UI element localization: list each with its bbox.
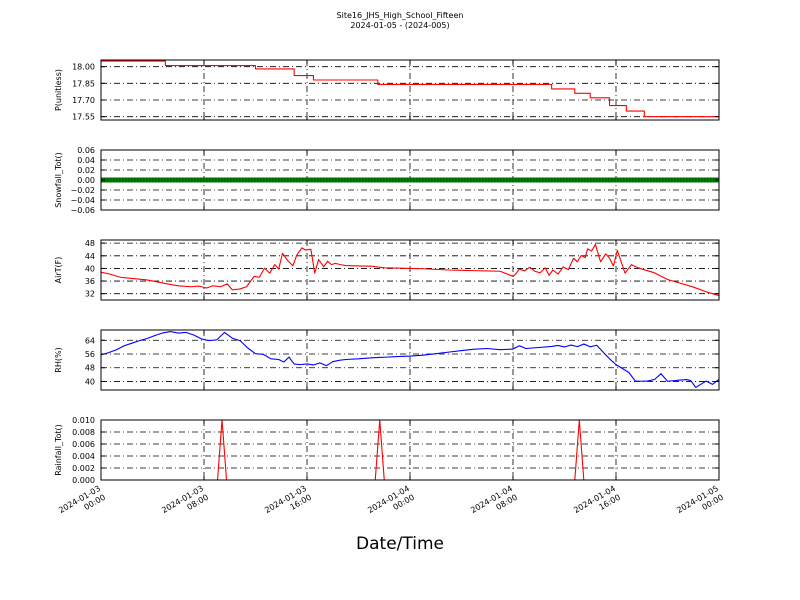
y-tick-label: 18.00	[72, 63, 95, 72]
series-line	[100, 243, 720, 297]
y-axis-label: Snowfall_Tot()	[54, 152, 63, 208]
y-tick-label: 48	[85, 239, 95, 248]
y-tick-label: 0.006	[72, 440, 95, 449]
x-tick-label: 2024-01-0408:00	[469, 484, 519, 524]
x-tick-label: 2024-01-0500:00	[675, 484, 725, 524]
series-line	[100, 330, 720, 388]
y-tick-label: 32	[85, 290, 95, 299]
panel-2: −0.06−0.04−0.020.000.020.040.06 Snowfall_…	[54, 146, 720, 215]
y-tick-label: 0.00	[77, 176, 95, 185]
y-tick-label: −0.02	[70, 186, 95, 195]
y-tick-label: 0.04	[77, 156, 95, 165]
panel-5: 0.000 0.002 0.004 0.006 0.008 0.010 Rainfall_T…	[54, 416, 720, 485]
x-tick-label: 2024-01-0308:00	[160, 484, 210, 524]
y-tick-label: 0.004	[72, 452, 95, 461]
x-tick-label: 2024-01-0416:00	[572, 484, 622, 524]
y-tick-label: 64	[85, 336, 95, 345]
y-tick-label: 36	[85, 277, 95, 286]
y-tick-label: 44	[85, 252, 95, 261]
x-tick-label: 2024-01-0400:00	[366, 484, 416, 524]
chart-title: Site16_JHS_High_School_Fifteen	[336, 11, 464, 20]
x-tick-label: 2024-01-0316:00	[263, 484, 313, 524]
x-axis-label: Date/Time	[356, 534, 444, 554]
y-axis-label: RH(%)	[54, 347, 63, 372]
y-tick-label: −0.04	[70, 196, 95, 205]
y-axis-label: AirT(F)	[54, 257, 63, 284]
y-tick-label: 17.70	[72, 96, 95, 105]
y-tick-label: 0.008	[72, 428, 95, 437]
panel-4: 40 48 56 64 RH(%)	[54, 329, 720, 391]
series-line	[101, 60, 719, 118]
y-tick-label: 0.010	[72, 416, 95, 425]
panel-3: 32 36 40 44 48 AirT(F)	[54, 239, 720, 301]
y-tick-label: 17.85	[72, 79, 95, 88]
y-tick-label: −0.06	[70, 206, 95, 215]
chart-subtitle: 2024-01-05 - (2024-005)	[350, 21, 450, 30]
x-tick-labels: 2024-01-0300:00 2024-01-0308:00 2024-01-03…	[57, 484, 725, 524]
y-tick-label: 40	[85, 377, 95, 386]
y-tick-label: 0.06	[77, 146, 95, 155]
y-tick-label: 17.55	[72, 113, 95, 122]
y-tick-label: 0.000	[72, 476, 95, 485]
y-tick-label: 56	[85, 350, 95, 359]
y-axis-label: P(unitless)	[54, 69, 63, 111]
y-axis-label: Rainfall_Tot()	[54, 424, 63, 476]
y-tick-label: 0.02	[77, 166, 95, 175]
y-tick-label: 40	[85, 264, 95, 273]
x-tick-label: 2024-01-0300:00	[57, 484, 107, 524]
y-tick-label: 0.002	[72, 464, 95, 473]
panel-1: 17.55 17.70 17.85 18.00 P(unitless)	[54, 59, 720, 122]
y-tick-label: 48	[85, 364, 95, 373]
